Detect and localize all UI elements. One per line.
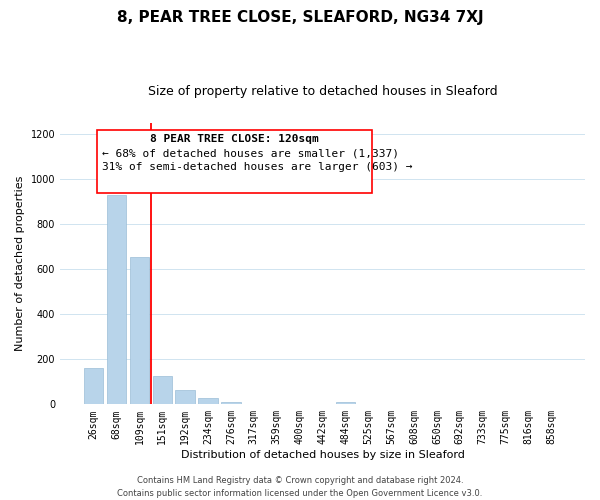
Bar	[221, 402, 241, 404]
Text: ← 68% of detached houses are smaller (1,337): ← 68% of detached houses are smaller (1,…	[102, 148, 399, 158]
Bar	[199, 398, 218, 404]
Bar	[335, 402, 355, 404]
Text: 31% of semi-detached houses are larger (603) →: 31% of semi-detached houses are larger (…	[102, 162, 413, 172]
Text: Contains HM Land Registry data © Crown copyright and database right 2024.
Contai: Contains HM Land Registry data © Crown c…	[118, 476, 482, 498]
Bar	[107, 195, 126, 404]
Title: Size of property relative to detached houses in Sleaford: Size of property relative to detached ho…	[148, 85, 497, 98]
Bar	[175, 390, 195, 404]
Bar	[152, 376, 172, 404]
FancyBboxPatch shape	[97, 130, 373, 193]
Bar	[84, 368, 103, 404]
X-axis label: Distribution of detached houses by size in Sleaford: Distribution of detached houses by size …	[181, 450, 464, 460]
Bar	[130, 257, 149, 404]
Y-axis label: Number of detached properties: Number of detached properties	[15, 176, 25, 351]
Text: 8, PEAR TREE CLOSE, SLEAFORD, NG34 7XJ: 8, PEAR TREE CLOSE, SLEAFORD, NG34 7XJ	[116, 10, 484, 25]
Text: 8 PEAR TREE CLOSE: 120sqm: 8 PEAR TREE CLOSE: 120sqm	[150, 134, 319, 144]
